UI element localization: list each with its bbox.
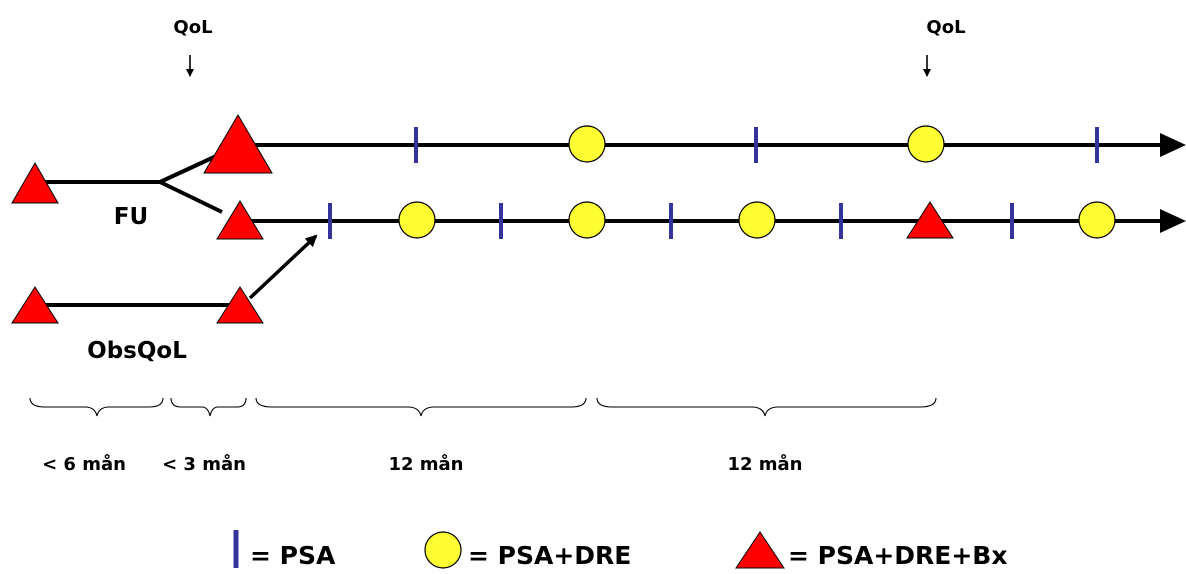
duration-brace <box>170 397 247 417</box>
duration-label: < 3 mån <box>162 453 246 475</box>
duration-label: 12 mån <box>388 453 463 475</box>
legend-psa-dre-circle <box>424 531 462 569</box>
duration-brace <box>596 397 937 417</box>
psa-dre-bx-triangle <box>906 201 954 239</box>
legend-psa-dre-label: = PSA+DRE <box>468 541 631 570</box>
psa-dre-circle <box>738 201 776 239</box>
legend-psa-dre-bx-triangle <box>735 531 785 569</box>
qol-label-right: QoL <box>926 17 965 38</box>
psa-dre-circle <box>907 125 945 163</box>
psa-dre-circle <box>398 201 436 239</box>
psa-dre-bx-triangle <box>11 161 59 204</box>
legend-psa-label: = PSA <box>250 541 336 570</box>
duration-label: < 6 mån <box>42 453 126 475</box>
fu-branch-lower <box>159 180 223 214</box>
fu-label: FU <box>114 204 148 230</box>
duration-label: 12 mån <box>727 453 802 475</box>
psa-dre-bx-triangle <box>203 114 273 174</box>
psa-dre-circle <box>1078 201 1116 239</box>
duration-brace <box>255 397 587 417</box>
obsqol-label: ObsQoL <box>87 338 187 364</box>
psa-dre-circle <box>568 201 606 239</box>
psa-dre-circle <box>568 125 606 163</box>
psa-dre-bx-triangle <box>216 286 264 324</box>
duration-brace <box>29 397 164 417</box>
psa-dre-bx-triangle <box>216 200 264 240</box>
legend: = PSA = PSA+DRE = PSA+DRE+Bx <box>233 530 1007 570</box>
qol-label-left: QoL <box>173 17 212 38</box>
obsqol-to-lower-arrow <box>248 234 318 300</box>
psa-dre-bx-triangle <box>11 286 59 324</box>
lower-timeline-arrowhead <box>1160 209 1186 233</box>
upper-timeline-arrowhead <box>1160 133 1186 157</box>
legend-psa-dre-bx-label: = PSA+DRE+Bx <box>788 541 1007 570</box>
